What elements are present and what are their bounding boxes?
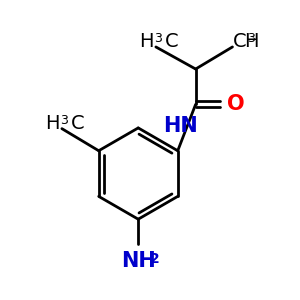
Text: H: H — [139, 32, 154, 51]
Text: C: C — [71, 114, 85, 133]
Text: 3: 3 — [60, 114, 68, 127]
Text: HN: HN — [164, 116, 198, 136]
Text: H: H — [45, 114, 59, 133]
Text: 3: 3 — [248, 32, 255, 45]
Text: NH: NH — [121, 251, 156, 271]
Text: O: O — [226, 94, 244, 114]
Text: 3: 3 — [154, 32, 162, 45]
Text: 2: 2 — [149, 252, 159, 266]
Text: H: H — [244, 32, 258, 51]
Text: C: C — [233, 32, 247, 51]
Text: C: C — [165, 32, 179, 51]
